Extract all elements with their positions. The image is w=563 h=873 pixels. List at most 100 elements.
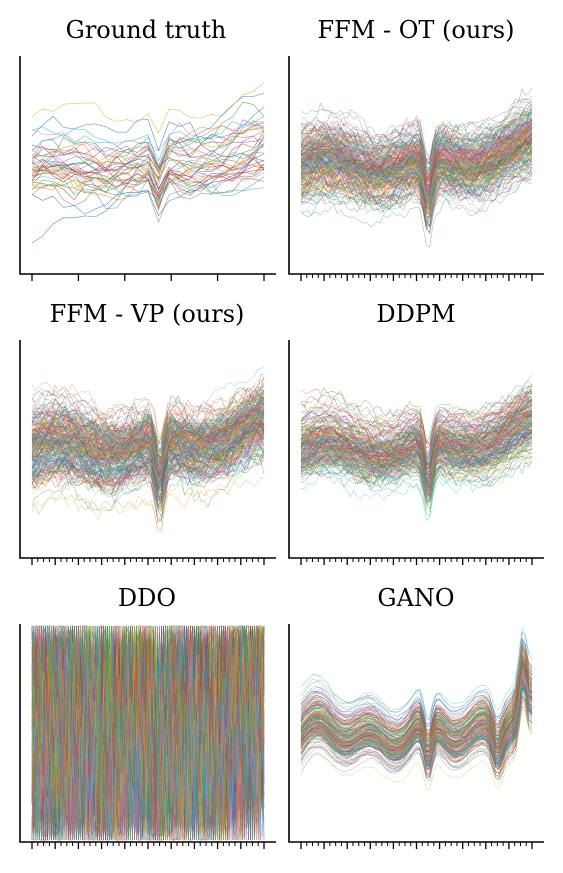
series-line xyxy=(300,676,533,769)
series-line xyxy=(300,440,533,501)
series-line xyxy=(31,382,265,440)
series-line xyxy=(300,428,533,491)
series-line xyxy=(31,92,265,244)
series-line xyxy=(31,429,265,482)
series-line xyxy=(300,432,533,482)
series-line xyxy=(31,126,265,174)
series-line xyxy=(300,423,533,490)
series-line xyxy=(300,426,533,486)
series-line xyxy=(300,694,533,778)
series-line xyxy=(300,421,533,482)
series-line xyxy=(300,152,533,204)
series-line xyxy=(300,649,533,741)
series-line xyxy=(300,159,533,219)
series-line xyxy=(300,121,533,169)
series-line xyxy=(300,662,533,747)
series-line xyxy=(300,403,533,469)
series-line xyxy=(300,648,533,731)
axis-spine xyxy=(288,56,544,275)
series-line xyxy=(300,399,533,463)
panel-plot xyxy=(19,56,276,281)
series-line xyxy=(31,156,265,195)
panel-title: DDO xyxy=(118,584,176,612)
series-line xyxy=(31,625,265,841)
series-line xyxy=(300,414,533,468)
series-line xyxy=(300,398,533,471)
series-line xyxy=(300,700,533,779)
series-line xyxy=(31,153,265,191)
series-line xyxy=(31,119,265,162)
panel-plot xyxy=(19,624,276,849)
panel-plot xyxy=(288,56,544,281)
panel-plot xyxy=(288,340,544,565)
series-line xyxy=(31,139,265,183)
series-line xyxy=(31,126,265,182)
series-line xyxy=(31,442,265,503)
panel-5: DDO xyxy=(19,584,276,849)
series-line xyxy=(300,662,533,743)
series-line xyxy=(31,423,265,489)
axis-spine xyxy=(19,624,276,843)
panel-3: FFM - VP (ours) xyxy=(19,300,276,565)
series-line xyxy=(31,156,265,194)
series-line xyxy=(300,102,533,160)
series-line xyxy=(300,415,533,484)
panel-1: Ground truth xyxy=(19,16,276,281)
panel-title: FFM - VP (ours) xyxy=(50,300,245,328)
series-line xyxy=(300,177,533,248)
series-line xyxy=(300,106,533,161)
series-line xyxy=(31,410,265,479)
series-line xyxy=(31,131,265,190)
series-line xyxy=(31,402,265,479)
series-line xyxy=(300,404,533,484)
series-line xyxy=(300,104,533,174)
series-line xyxy=(31,129,265,183)
series-line xyxy=(300,133,533,200)
series-line xyxy=(31,431,265,492)
series-line xyxy=(300,120,533,189)
series-line xyxy=(31,625,265,841)
panel-title: GANO xyxy=(377,584,454,612)
panel-plot xyxy=(288,624,544,849)
series-line xyxy=(31,380,265,461)
series-line xyxy=(300,686,533,774)
series-line xyxy=(300,421,533,487)
series-line xyxy=(31,625,265,841)
series-line xyxy=(300,398,533,480)
series-line xyxy=(300,673,533,757)
series-line xyxy=(300,678,533,759)
series-line xyxy=(300,639,533,721)
series-line xyxy=(300,452,533,505)
series-line xyxy=(300,654,533,735)
series-line xyxy=(300,415,533,485)
series-line xyxy=(31,477,265,534)
series-line xyxy=(31,396,265,447)
series-line xyxy=(300,657,533,742)
series-line xyxy=(300,140,533,204)
series-line xyxy=(31,158,265,194)
series-line xyxy=(300,420,533,482)
series-line xyxy=(31,106,265,152)
axis-spine xyxy=(19,340,276,559)
series-line xyxy=(300,670,533,762)
series-line xyxy=(300,161,533,229)
series-line xyxy=(300,627,533,716)
series-line xyxy=(300,682,533,767)
series-line xyxy=(31,164,265,198)
series-line xyxy=(300,122,533,197)
series-line xyxy=(300,669,533,762)
series-line xyxy=(31,146,265,201)
series-line xyxy=(300,664,533,749)
series-line xyxy=(300,410,533,464)
series-line xyxy=(31,101,265,169)
series-line xyxy=(31,135,265,172)
series-line xyxy=(300,398,533,469)
series-line xyxy=(300,648,533,736)
series-line xyxy=(31,444,265,499)
series-line xyxy=(300,430,533,488)
series-line xyxy=(31,403,265,465)
series-line xyxy=(300,392,533,445)
series-line xyxy=(31,404,265,466)
series-line xyxy=(300,132,533,200)
